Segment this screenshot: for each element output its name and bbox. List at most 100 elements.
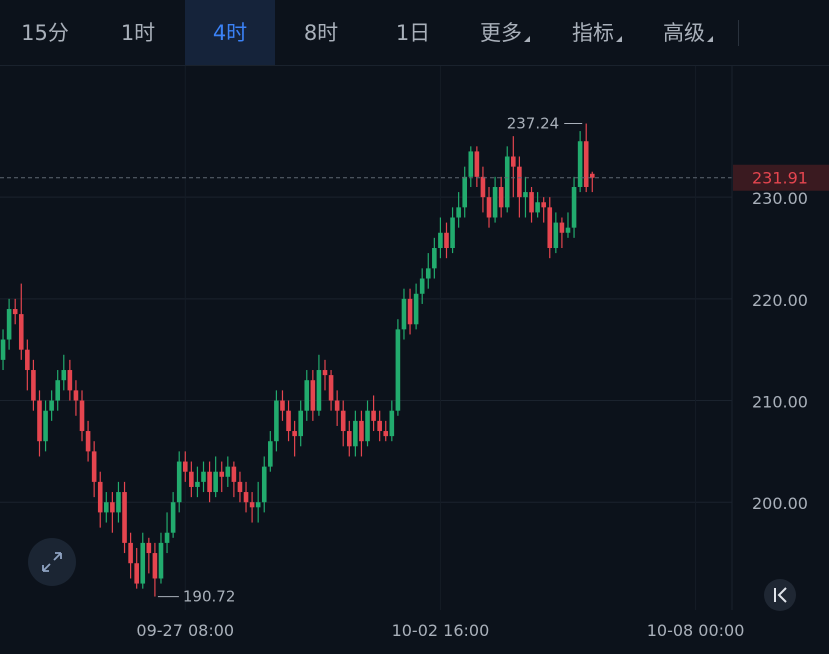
candle-body (340, 410, 346, 432)
tab-label: 15分 (21, 21, 69, 45)
y-tick-label: 200.00 (752, 494, 808, 513)
candle-body (225, 466, 231, 477)
candle-body (444, 232, 449, 249)
candle-body (122, 492, 127, 543)
last-price-label: 231.91 (752, 169, 808, 188)
y-tick-label: 210.00 (752, 393, 808, 412)
candle-body (334, 400, 340, 411)
y-tick-label: 220.00 (752, 291, 808, 310)
candle-body (310, 380, 316, 411)
candle-body (195, 481, 200, 487)
candle-body (280, 400, 285, 411)
candle-body (116, 492, 121, 513)
candle-body (401, 298, 407, 330)
candle-body (322, 370, 328, 376)
candle-body (134, 563, 139, 584)
candle-body (31, 370, 36, 401)
candle-body (12, 309, 18, 315)
candle-body (468, 151, 474, 177)
candle-body (371, 410, 376, 421)
candle-body (535, 202, 540, 213)
dropdown-indicator (524, 36, 530, 42)
candle-body (553, 222, 559, 249)
x-tick-label: 10-02 16:00 (392, 621, 490, 640)
candle-body (97, 481, 103, 513)
candle-body (547, 207, 553, 249)
timeframe-tab[interactable]: 1日 (368, 0, 458, 65)
scroll-to-start-button[interactable] (764, 579, 796, 611)
candle-body (498, 187, 504, 208)
candle-body (152, 553, 158, 579)
dropdown-indicator (616, 36, 622, 42)
y-tick-label: 230.00 (752, 189, 808, 208)
timeframe-tab[interactable]: 更多 (460, 0, 550, 65)
candle-body (61, 370, 67, 381)
candle-body (261, 466, 267, 503)
candle-body (359, 420, 364, 442)
candle-body (559, 222, 565, 233)
candle-body (274, 400, 279, 442)
candle-body (128, 542, 133, 564)
timeframe-tab[interactable]: 指标 (552, 0, 642, 65)
candle-body (37, 400, 42, 442)
tab-label: 8时 (303, 21, 339, 45)
toolbar: 15分 1时 4时 8时 1日 更多 指标 高级 (0, 0, 829, 66)
candle-body (18, 314, 24, 350)
chart: 200.00 210.00 220.00 230.00 09-27 08:00 10-02… (0, 66, 829, 640)
timeframe-tab[interactable]: 4时 (185, 0, 275, 65)
candle-body (583, 141, 589, 188)
candle-body (389, 410, 395, 437)
candle-body (73, 390, 79, 401)
candle-body (462, 176, 468, 208)
candle-body (328, 375, 334, 401)
max-marker-label: 237.24 (507, 115, 560, 133)
tab-label: 更多 (480, 21, 522, 45)
candle-body (201, 471, 206, 482)
candle-body (589, 173, 595, 178)
min-marker-label: 190.72 (183, 588, 236, 606)
tab-label: 指标 (572, 21, 614, 45)
candle-body (346, 431, 352, 447)
candle-body (170, 502, 176, 533)
candle-body (268, 441, 273, 467)
candle-body (316, 370, 322, 411)
candle-body (146, 542, 152, 554)
dropdown-indicator (707, 36, 713, 42)
candle-body (353, 420, 358, 447)
timeframe-tab[interactable]: 高级 (643, 0, 733, 65)
candle-body (298, 410, 303, 437)
timeframe-tab[interactable]: 8时 (276, 0, 366, 65)
candle-body (474, 151, 480, 177)
candle-body (249, 502, 255, 508)
candle-body (565, 227, 571, 233)
candle-body (529, 192, 534, 213)
timeframe-tab[interactable]: 15分 (0, 0, 90, 65)
candle-body (49, 400, 54, 411)
candle-body (304, 380, 310, 411)
candle-body (541, 202, 546, 208)
candle-body (577, 141, 583, 188)
last-price-tag (733, 164, 829, 191)
expand-button[interactable] (28, 538, 76, 586)
x-tick-label: 09-27 08:00 (136, 621, 234, 640)
candle-body (517, 166, 522, 198)
candle-body (571, 187, 577, 228)
candle-body (480, 176, 486, 198)
candle-body (456, 207, 461, 218)
candle-body (164, 532, 170, 543)
candle-body (67, 370, 73, 391)
candle-body (237, 481, 243, 493)
divider (738, 20, 739, 46)
timeframe-tab[interactable]: 1时 (93, 0, 183, 65)
candle-body (6, 309, 12, 340)
candle-body (486, 197, 492, 218)
candle-body (182, 461, 188, 472)
candle-body (189, 471, 194, 487)
tab-label: 1日 (395, 21, 431, 45)
candle-body (255, 502, 261, 508)
candle-body (292, 431, 297, 437)
candle-body (450, 217, 455, 249)
candle-body (407, 298, 413, 325)
candle-body (365, 410, 370, 442)
candle-body (176, 461, 182, 503)
